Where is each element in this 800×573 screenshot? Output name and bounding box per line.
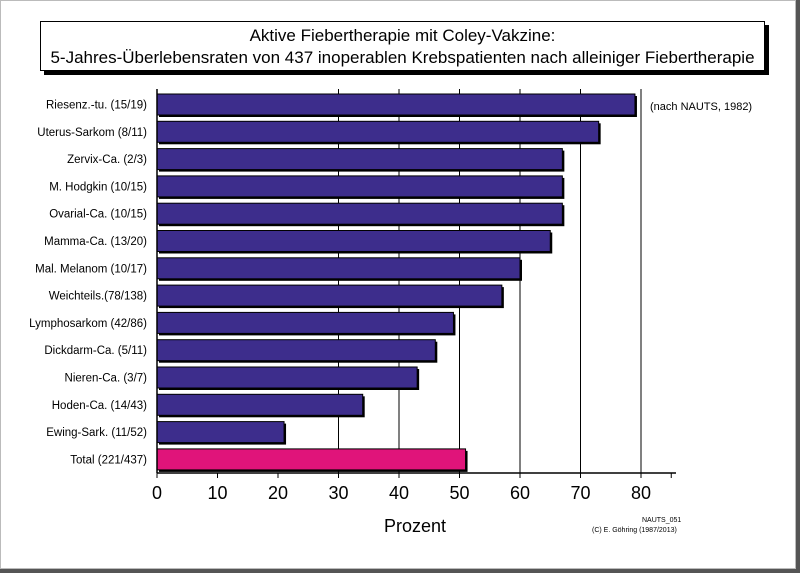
x-axis-label: Prozent (384, 516, 446, 536)
x-tick-label: 80 (631, 483, 651, 503)
bar (156, 148, 563, 171)
figure-code: NAUTS_051 (642, 517, 682, 524)
category-label: Ewing-Sark. (11/52) (46, 427, 147, 439)
x-tick-label: 20 (268, 483, 288, 503)
bar (156, 311, 454, 334)
source-annotation: (nach NAUTS, 1982) (650, 101, 752, 113)
bar (156, 393, 364, 416)
copyright-note: (C) E. Göhring (1987/2013) (592, 527, 677, 534)
bar (156, 366, 418, 389)
category-label: Mal. Melanom (10/17) (35, 263, 147, 275)
bar (156, 93, 636, 116)
bar (156, 339, 436, 362)
category-label: M. Hodgkin (10/15) (49, 181, 147, 193)
x-tick-label: 10 (207, 483, 227, 503)
x-tick-label: 30 (328, 483, 348, 503)
category-label: Dickdarm-Ca. (5/11) (44, 345, 147, 357)
bar-total (156, 448, 467, 471)
category-label: Mamma-Ca. (13/20) (44, 236, 147, 248)
bar (156, 257, 521, 280)
x-tick-label: 50 (449, 483, 469, 503)
chart-subtitle: 5-Jahres-Überlebensraten von 437 inopera… (50, 48, 755, 67)
chart-title: Aktive Fiebertherapie mit Coley-Vakzine: (249, 26, 556, 45)
bar (156, 230, 551, 252)
category-label: Total (221/437) (70, 454, 147, 466)
category-label: Ovarial-Ca. (10/15) (49, 209, 147, 221)
bar (156, 120, 600, 143)
x-tick-label: 0 (152, 483, 162, 503)
category-label: Nieren-Ca. (3/7) (65, 373, 148, 385)
category-label: Riesenz.-tu. (15/19) (46, 100, 147, 112)
bar (156, 421, 285, 444)
x-tick-label: 60 (510, 483, 530, 503)
title-box: Aktive Fiebertherapie mit Coley-Vakzine:… (40, 21, 765, 71)
category-label: Uterus-Sarkom (8/11) (37, 127, 147, 139)
bar (156, 202, 563, 225)
category-label: Weichteils.(78/138) (49, 291, 147, 303)
x-tick-label: 70 (570, 483, 590, 503)
category-label: Lymphosarkom (42/86) (29, 318, 147, 330)
bar (156, 284, 503, 307)
bar (156, 175, 563, 198)
category-label: Hoden-Ca. (14/43) (52, 400, 147, 412)
x-tick-label: 40 (389, 483, 409, 503)
category-label: Zervix-Ca. (2/3) (67, 154, 147, 166)
